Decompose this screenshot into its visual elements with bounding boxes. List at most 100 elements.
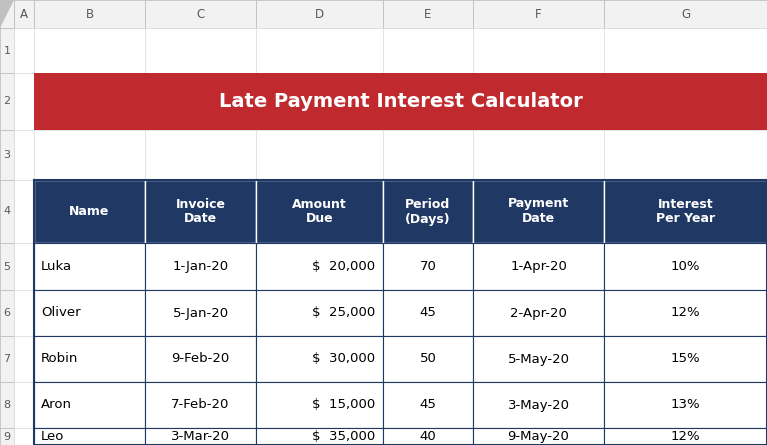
Bar <box>383 382 473 428</box>
Bar <box>34 73 767 130</box>
Bar <box>14 0 34 28</box>
Bar <box>473 243 604 290</box>
Bar <box>14 73 34 130</box>
Bar <box>0 130 14 180</box>
Bar <box>0 336 14 382</box>
Bar <box>145 428 256 445</box>
Bar <box>604 0 767 28</box>
Text: 3-May-20: 3-May-20 <box>508 399 570 412</box>
Text: 5-Jan-20: 5-Jan-20 <box>173 307 229 320</box>
Text: G: G <box>681 8 690 20</box>
Text: 9: 9 <box>3 432 11 441</box>
Text: 45: 45 <box>420 399 436 412</box>
Bar <box>145 73 256 130</box>
Bar <box>14 180 34 243</box>
Bar <box>145 428 256 445</box>
Bar <box>0 73 14 130</box>
Text: Period
(Days): Period (Days) <box>405 198 451 226</box>
Text: F: F <box>535 8 542 20</box>
Bar <box>145 130 256 180</box>
Bar <box>34 28 145 73</box>
Bar <box>34 180 145 243</box>
Bar <box>256 73 383 130</box>
Text: A: A <box>20 8 28 20</box>
Bar <box>604 336 767 382</box>
Text: C: C <box>196 8 205 20</box>
Bar <box>34 243 145 290</box>
Text: Interest
Per Year: Interest Per Year <box>656 198 715 226</box>
Bar <box>256 180 383 243</box>
Bar <box>145 382 256 428</box>
Bar <box>383 382 473 428</box>
Bar <box>473 428 604 445</box>
Text: 40: 40 <box>420 430 436 443</box>
Bar <box>14 130 34 180</box>
Text: 5: 5 <box>4 262 11 271</box>
Bar <box>0 28 14 73</box>
Text: Leo: Leo <box>41 430 64 443</box>
Text: 1-Jan-20: 1-Jan-20 <box>173 260 229 273</box>
Bar <box>473 428 604 445</box>
Bar <box>145 290 256 336</box>
Bar <box>383 336 473 382</box>
Bar <box>145 180 256 243</box>
Text: 13%: 13% <box>670 399 700 412</box>
Bar <box>383 0 473 28</box>
Bar <box>383 28 473 73</box>
Text: 50: 50 <box>420 352 436 365</box>
Bar <box>145 336 256 382</box>
Bar <box>604 180 767 243</box>
Bar <box>473 180 604 243</box>
Text: $  15,000: $ 15,000 <box>311 399 375 412</box>
Text: 4: 4 <box>3 206 11 217</box>
Bar <box>383 290 473 336</box>
Text: E: E <box>424 8 432 20</box>
Bar <box>145 0 256 28</box>
Text: Late Payment Interest Calculator: Late Payment Interest Calculator <box>219 92 582 111</box>
Bar <box>256 180 383 243</box>
Text: 2: 2 <box>3 97 11 106</box>
Text: Robin: Robin <box>41 352 78 365</box>
Bar <box>0 0 14 28</box>
Text: 6: 6 <box>4 308 11 318</box>
Text: 9-May-20: 9-May-20 <box>508 430 569 443</box>
Bar <box>383 243 473 290</box>
Text: B: B <box>85 8 94 20</box>
Bar <box>34 382 145 428</box>
Bar <box>256 130 383 180</box>
Bar <box>34 382 145 428</box>
Text: 8: 8 <box>3 400 11 410</box>
Bar <box>0 428 14 445</box>
Bar <box>383 243 473 290</box>
Bar <box>34 130 145 180</box>
Bar <box>14 243 34 290</box>
Bar <box>34 73 145 130</box>
Bar <box>383 130 473 180</box>
Bar <box>256 336 383 382</box>
Text: 70: 70 <box>420 260 436 273</box>
Bar <box>473 28 604 73</box>
Text: 3: 3 <box>4 150 11 160</box>
Bar <box>145 28 256 73</box>
Bar <box>14 290 34 336</box>
Text: 12%: 12% <box>670 307 700 320</box>
Bar <box>383 290 473 336</box>
Bar <box>604 428 767 445</box>
Bar <box>34 290 145 336</box>
Bar <box>256 0 383 28</box>
Bar <box>256 290 383 336</box>
Bar <box>34 180 767 445</box>
Text: Luka: Luka <box>41 260 72 273</box>
Bar <box>604 130 767 180</box>
Bar <box>14 382 34 428</box>
Text: $  25,000: $ 25,000 <box>311 307 375 320</box>
Bar <box>14 428 34 445</box>
Text: $  35,000: $ 35,000 <box>311 430 375 443</box>
Bar <box>256 382 383 428</box>
Bar <box>473 382 604 428</box>
Text: 2-Apr-20: 2-Apr-20 <box>510 307 567 320</box>
Bar <box>383 336 473 382</box>
Bar <box>0 290 14 336</box>
Bar <box>34 180 145 243</box>
Bar <box>34 243 145 290</box>
